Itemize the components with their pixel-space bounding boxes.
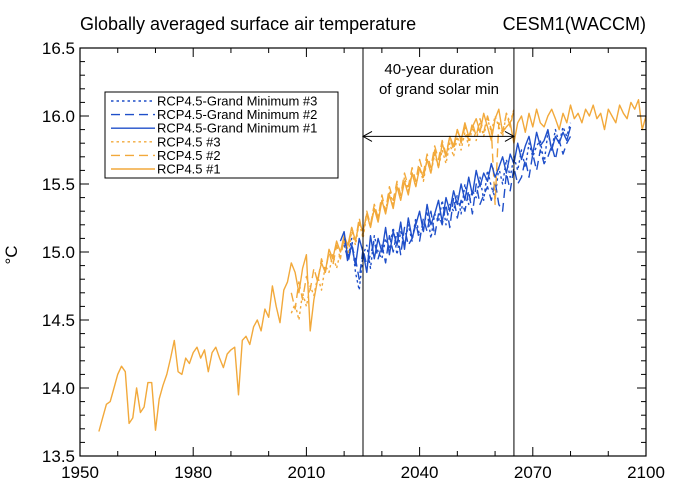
- y-tick-label: 16.0: [42, 107, 75, 126]
- axes: 1950 1980 2010 2040 2070 2100 13.5 14.0 14.5 15.0…: [42, 39, 665, 482]
- x-tick-label: 2040: [401, 463, 439, 482]
- y-tick-label: 13.5: [42, 447, 75, 466]
- annotation-line-2: of grand solar min: [379, 81, 499, 98]
- annotation-arrow-right: [504, 130, 515, 142]
- y-tick-label: 14.0: [42, 379, 75, 398]
- y-axis-label: °C: [2, 245, 21, 264]
- series-line-6: [98, 98, 647, 432]
- series-line-2: [343, 136, 572, 280]
- annotation: 40-year duration of grand solar min: [361, 61, 515, 142]
- x-tick-label: 1950: [61, 463, 99, 482]
- legend-label-4: RCP4.5 #3: [157, 134, 221, 149]
- legend-label-5: RCP4.5 #2: [157, 148, 221, 163]
- y-tick-label: 15.0: [42, 243, 75, 262]
- chart-title: Globally averaged surface air temperatur…: [80, 14, 416, 34]
- legend-box: [104, 91, 339, 179]
- series-layer: [98, 98, 647, 432]
- y-tick-label: 15.5: [42, 175, 75, 194]
- legend-label-2: RCP4.5-Grand Minimum #2: [157, 107, 317, 122]
- legend-label-3: RCP4.5-Grand Minimum #1: [157, 121, 317, 136]
- chart-model-label: CESM1(WACCM): [503, 14, 646, 34]
- x-tick-label: 2100: [627, 463, 665, 482]
- annotation-line-1: 40-year duration: [384, 61, 493, 78]
- y-tick-label: 14.5: [42, 311, 75, 330]
- x-tick-label: 2010: [287, 463, 325, 482]
- legend-label-6: RCP4.5 #1: [157, 162, 221, 177]
- vertical-lines: [362, 48, 515, 456]
- x-tick-label: 1980: [174, 463, 212, 482]
- y-tick-label: 16.5: [42, 39, 75, 58]
- x-tick-label: 2070: [514, 463, 552, 482]
- plot-frame: [79, 47, 647, 457]
- legend-label-1: RCP4.5-Grand Minimum #3: [157, 94, 317, 109]
- annotation-arrow-left: [361, 130, 373, 142]
- series-line-3: [339, 126, 572, 274]
